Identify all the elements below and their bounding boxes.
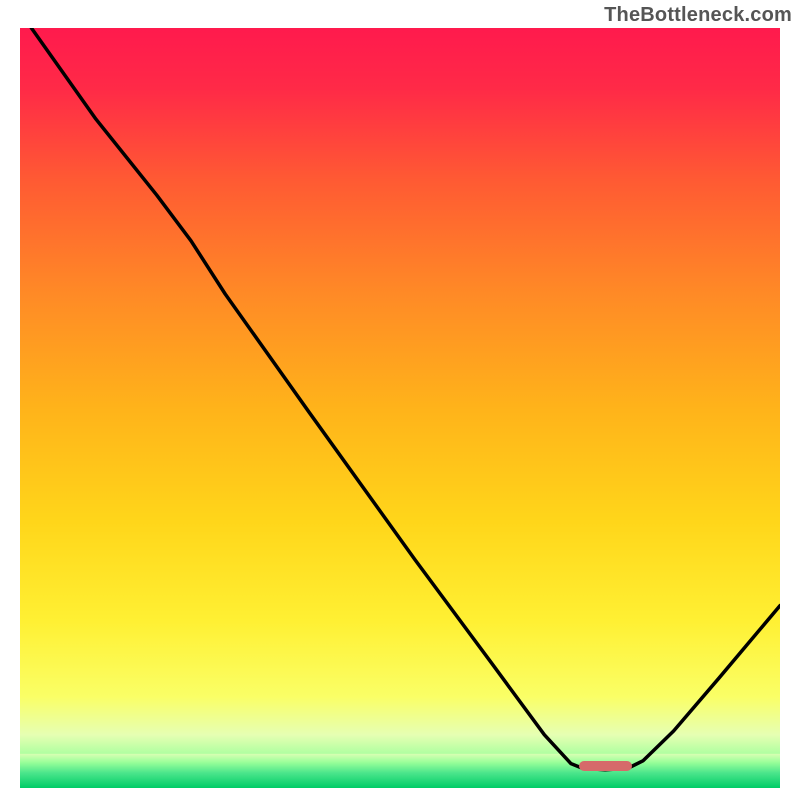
chart-canvas: TheBottleneck.com — [0, 0, 800, 800]
minimum-marker — [579, 761, 632, 771]
line-series — [20, 28, 780, 788]
watermark-label: TheBottleneck.com — [604, 4, 792, 27]
plot-area — [20, 28, 780, 788]
